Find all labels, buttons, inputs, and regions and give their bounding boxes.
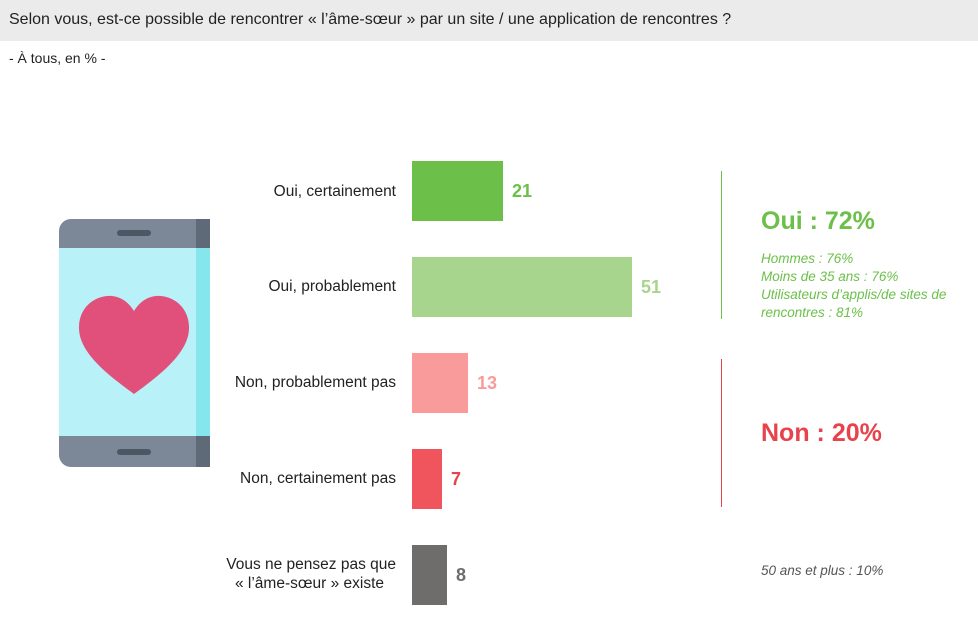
category-label-oui-certainement: Oui, certainement <box>273 183 396 200</box>
category-label-non-certainement-pas: Non, certainement pas <box>240 470 396 487</box>
non-group-divider <box>721 359 722 507</box>
bar-non-certainement-pas <box>412 449 442 509</box>
smartphone-heart-icon <box>58 218 211 468</box>
base-subtitle: - À tous, en % - <box>9 50 106 66</box>
bar-non-probablement-pas <box>412 353 468 413</box>
value-label-oui-probablement: 51 <box>641 277 662 297</box>
summary-oui-total: Oui : 72% <box>761 207 875 235</box>
bar-oui-probablement <box>412 257 632 317</box>
question-title: Selon vous, est-ce possible de rencontre… <box>9 11 732 28</box>
detail-utilisateurs: Utilisateurs d’applis/de sites de rencon… <box>761 287 947 320</box>
value-label-oui-certainement: 21 <box>512 181 533 201</box>
summary-non-total: Non : 20% <box>761 419 882 447</box>
bar-oui-certainement <box>412 161 503 221</box>
summary-note-50-plus: 50 ans et plus : 10% <box>761 563 884 578</box>
summary-oui-details: Hommes : 76% Moins de 35 ans : 76% Utili… <box>761 250 976 322</box>
value-label-non-probablement-pas: 13 <box>477 373 498 393</box>
detail-hommes: Hommes : 76% <box>761 251 854 266</box>
oui-group-divider <box>721 171 722 319</box>
category-label-non-probablement-pas: Non, probablement pas <box>234 374 396 391</box>
category-label-ame-soeur-line1: Vous ne pensez pas que <box>226 556 396 573</box>
value-label-ame-soeur-existe-pas: 8 <box>456 565 467 585</box>
question-header: Selon vous, est-ce possible de rencontre… <box>0 0 978 41</box>
value-label-non-certainement-pas: 7 <box>451 469 462 489</box>
bar-ame-soeur-existe-pas <box>412 545 447 605</box>
category-label-ame-soeur-line2: « l’âme-sœur » existe <box>234 575 384 592</box>
detail-moins-35: Moins de 35 ans : 76% <box>761 269 899 284</box>
category-label-oui-probablement: Oui, probablement <box>268 278 396 295</box>
